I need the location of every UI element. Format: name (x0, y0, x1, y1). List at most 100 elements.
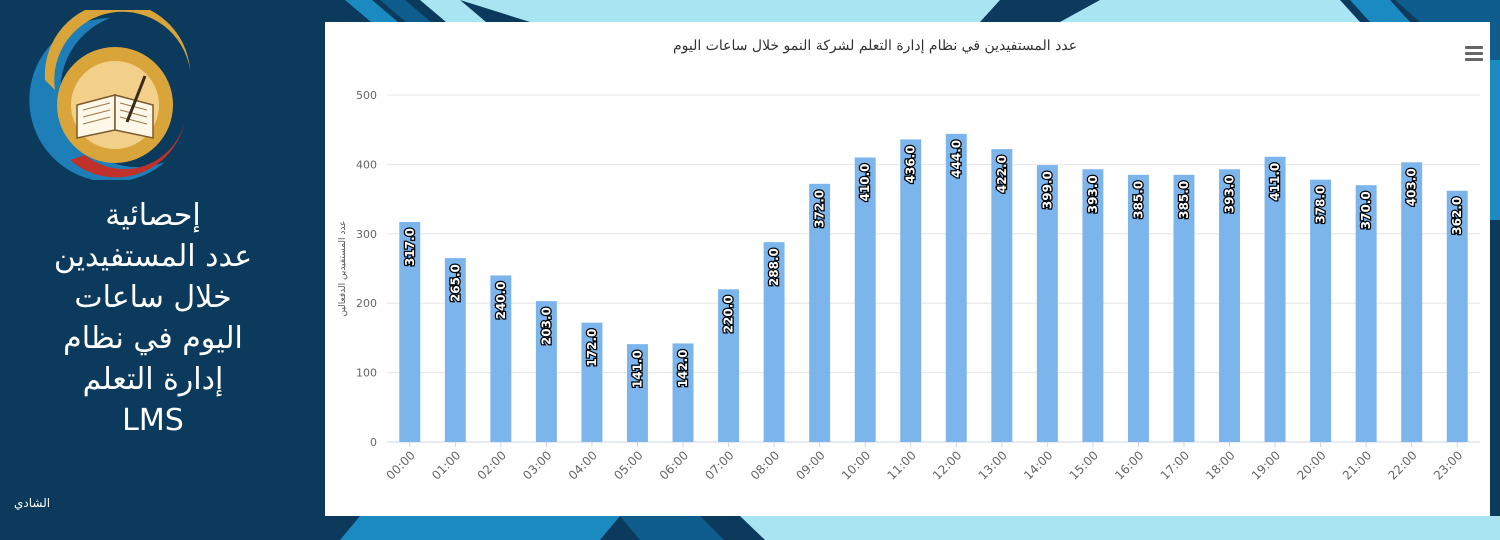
x-tick-label: 12:00 (930, 448, 964, 482)
bar (1127, 174, 1149, 442)
bar (809, 183, 831, 442)
x-tick-label: 13:00 (976, 448, 1010, 482)
data-label: 317.0 (403, 228, 417, 266)
decor-stripe (345, 0, 398, 22)
data-label: 393.0 (1223, 175, 1237, 213)
data-label: 372.0 (813, 190, 827, 228)
x-tick-label: 00:00 (384, 448, 418, 482)
x-tick-label: 05:00 (611, 448, 645, 482)
decor-band (460, 0, 1000, 22)
x-tick-label: 09:00 (793, 448, 827, 482)
y-tick-label: 500 (356, 89, 377, 102)
y-tick-label: 300 (356, 228, 377, 241)
side-title-line: عدد المستفيدين (53, 239, 253, 274)
bar (1219, 169, 1240, 442)
data-label: 436.0 (904, 145, 918, 183)
bar (672, 343, 694, 442)
data-label: 288.0 (767, 248, 781, 286)
bar (1355, 185, 1377, 442)
hamburger-menu-icon (1465, 46, 1483, 49)
bar (535, 301, 557, 442)
decor-band (1060, 0, 1360, 22)
x-tick-label: 15:00 (1067, 448, 1101, 482)
side-title: إحصائية عدد المستفيدين خلال ساعات اليوم … (18, 195, 288, 441)
data-label: 393.0 (1086, 175, 1100, 213)
x-tick-label: 11:00 (884, 448, 918, 482)
open-book-icon (76, 75, 154, 139)
data-label: 410.0 (858, 163, 872, 201)
y-tick-label: 400 (356, 158, 377, 171)
hamburger-menu-icon-bar (1465, 58, 1483, 61)
data-label: 378.0 (1314, 186, 1328, 224)
bar-chart: 0 100 200 300 400 500 عدد المستفيدين الدفعالين… (338, 89, 1480, 483)
y-tick-label: 200 (356, 297, 377, 310)
hamburger-menu-icon-bar (1465, 52, 1483, 55)
data-label: 265.0 (448, 264, 462, 302)
data-label: 422.0 (995, 155, 1009, 193)
x-tick-label: 14:00 (1021, 448, 1055, 482)
side-title-line: إدارة التعلم (82, 362, 224, 397)
x-tick-label: 06:00 (657, 448, 691, 482)
x-tick-label: 22:00 (1385, 448, 1419, 482)
logo-red-arc (70, 120, 185, 178)
bar (1310, 179, 1332, 442)
chart-title: عدد المستفيدين في نظام إدارة التعلم لشرك… (672, 38, 1078, 54)
side-title-line: اليوم في نظام (63, 321, 243, 356)
logo-blue-arc (29, 18, 165, 180)
x-tick-label: 18:00 (1203, 448, 1237, 482)
bar (1082, 169, 1104, 442)
x-tick-label: 23:00 (1431, 448, 1465, 482)
decor-stripe (380, 0, 431, 22)
data-label: 370.0 (1359, 191, 1373, 229)
chart-menu-button[interactable] (1465, 46, 1483, 62)
bar (763, 242, 785, 442)
decor-band (740, 516, 1500, 540)
bar (1264, 156, 1286, 443)
x-tick-label: 16:00 (1112, 448, 1146, 482)
decor-band (340, 516, 620, 540)
x-tick-label: 10:00 (839, 448, 873, 482)
x-tick-label: 03:00 (520, 448, 554, 482)
author-name: الشادي (14, 496, 51, 510)
decor-band (1490, 60, 1500, 220)
data-label: 411.0 (1268, 163, 1282, 201)
bar (945, 133, 967, 442)
data-label: 403.0 (1405, 168, 1419, 206)
bar (854, 157, 876, 442)
chart-panel: 0 100 200 300 400 500 عدد المستفيدين الدفعالين… (325, 22, 1490, 516)
bar (627, 344, 648, 442)
data-label: 444.0 (949, 140, 963, 178)
bar (991, 149, 1013, 442)
data-label: 399.0 (1040, 171, 1054, 209)
bar (1036, 165, 1058, 442)
x-tick-label: 20:00 (1294, 448, 1328, 482)
decor-band (620, 516, 724, 540)
bar (444, 258, 466, 442)
data-label: 385.0 (1177, 181, 1191, 219)
y-axis-label: عدد المستفيدين الدفعالين (338, 220, 348, 316)
data-label: 220.0 (722, 295, 736, 333)
data-label: 172.0 (585, 329, 599, 367)
decor-stripe (1350, 0, 1410, 22)
bar (718, 289, 740, 442)
x-tick-label: 17:00 (1158, 448, 1192, 482)
data-label: 142.0 (676, 349, 690, 387)
bar (490, 275, 512, 442)
data-label: 203.0 (539, 307, 553, 345)
x-tick-label: 02:00 (475, 448, 509, 482)
x-tick-label: 19:00 (1249, 448, 1283, 482)
x-tick-label: 01:00 (429, 448, 463, 482)
y-tick-label: 100 (356, 367, 377, 380)
logo (29, 10, 190, 180)
bar (1446, 190, 1468, 442)
y-tick-label: 0 (370, 436, 377, 449)
data-label: 141.0 (630, 350, 644, 388)
decor-stripe (420, 0, 486, 22)
x-tick-label: 07:00 (702, 448, 736, 482)
x-tick-label: 21:00 (1340, 448, 1374, 482)
x-tick-label: 08:00 (748, 448, 782, 482)
bar (900, 139, 922, 442)
data-label: 362.0 (1450, 197, 1464, 235)
